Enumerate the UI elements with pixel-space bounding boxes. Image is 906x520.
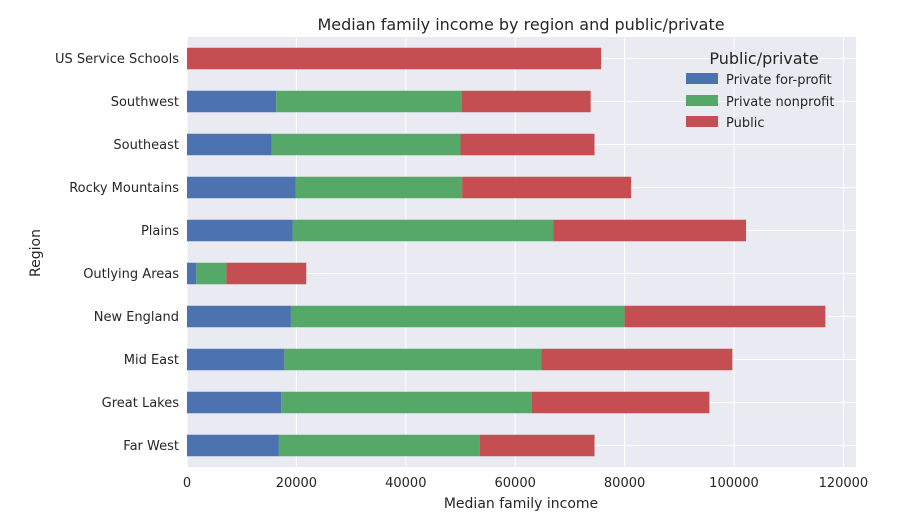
bar-southwest-public [461, 90, 591, 113]
bar-new-england-private-for-profit [187, 305, 291, 328]
bar-far-west-private-for-profit [187, 434, 279, 457]
bar-outlying-areas-public [226, 262, 307, 285]
y-tick-label-southeast: Southeast [113, 138, 179, 153]
y-tick-label-outlying-areas: Outlying Areas [83, 267, 179, 282]
bar-mid-east-private-for-profit [187, 348, 285, 371]
x-tick-label: 100000 [709, 476, 759, 491]
bar-new-england-private-nonprofit [290, 305, 625, 328]
legend: Public/private Private for-profit Privat… [686, 49, 834, 131]
bar-great-lakes-public [531, 391, 710, 414]
x-tick-label: 80000 [604, 476, 645, 491]
y-tick-label-mid-east: Mid East [124, 353, 179, 368]
y-tick-label-great-lakes: Great Lakes [102, 396, 180, 411]
bar-far-west-private-nonprofit [278, 434, 480, 457]
bar-far-west-public [479, 434, 595, 457]
bar-us-service-schools-public [187, 47, 602, 70]
bar-plains-private-nonprofit [292, 219, 554, 242]
legend-label-private-for-profit: Private for-profit [726, 73, 832, 88]
legend-swatch-private-for-profit [686, 73, 718, 84]
bar-mid-east-public [541, 348, 733, 371]
bar-rocky-mountains-public [462, 176, 632, 199]
chart-title: Median family income by region and publi… [317, 15, 724, 34]
y-tick-label-rocky-mountains: Rocky Mountains [69, 181, 179, 196]
bar-mid-east-private-nonprofit [284, 348, 542, 371]
y-tick-label-new-england: New England [94, 310, 179, 325]
legend-label-public: Public [726, 116, 764, 131]
y-tick-label-southwest: Southwest [111, 95, 179, 110]
x-axis-label: Median family income [444, 496, 598, 512]
bar-great-lakes-private-for-profit [187, 391, 282, 414]
tick-layer: 0 20000 40000 60000 80000 100000 120000 Far Wes… [55, 52, 868, 491]
x-tick-label: 40000 [385, 476, 426, 491]
bar-southeast-private-nonprofit [271, 133, 461, 156]
bar-plains-private-for-profit [187, 219, 293, 242]
bar-southwest-private-for-profit [187, 90, 277, 113]
bar-southeast-private-for-profit [187, 133, 272, 156]
legend-label-private-nonprofit: Private nonprofit [726, 95, 834, 110]
bar-outlying-areas-private-nonprofit [196, 262, 227, 285]
legend-swatch-public [686, 116, 718, 127]
x-tick-label: 60000 [495, 476, 536, 491]
bar-southeast-public [460, 133, 595, 156]
y-axis-label: Region [28, 229, 44, 277]
x-tick-label: 120000 [819, 476, 869, 491]
y-tick-label-far-west: Far West [123, 439, 179, 454]
legend-swatch-private-nonprofit [686, 95, 718, 106]
y-tick-label-us-service-schools: US Service Schools [55, 52, 179, 67]
x-tick-label: 20000 [276, 476, 317, 491]
bar-rocky-mountains-private-nonprofit [295, 176, 463, 199]
bar-outlying-areas-private-for-profit [187, 262, 197, 285]
bar-new-england-public [624, 305, 826, 328]
bar-southwest-private-nonprofit [276, 90, 462, 113]
bar-layer [187, 47, 826, 457]
x-tick-label: 0 [183, 476, 191, 491]
bar-rocky-mountains-private-for-profit [187, 176, 296, 199]
bar-plains-public [553, 219, 747, 242]
y-tick-label-plains: Plains [141, 224, 179, 239]
bar-great-lakes-private-nonprofit [281, 391, 532, 414]
legend-title: Public/private [709, 49, 818, 68]
